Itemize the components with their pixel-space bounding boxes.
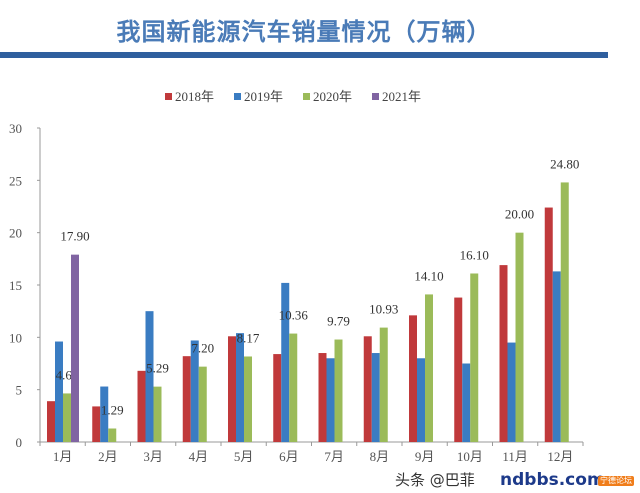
data-label: 24.80: [550, 156, 579, 171]
bar-2019年-2月: [100, 386, 109, 442]
chart-title: 我国新能源汽车销量情况（万辆）: [116, 17, 492, 46]
bar-2019年-6月: [281, 282, 290, 442]
bar-2019年-5月: [236, 333, 244, 442]
x-tick-label: 3月: [143, 449, 163, 464]
y-tick-label: 20: [9, 226, 22, 241]
x-tick-label: 10月: [457, 449, 483, 464]
bar-2020年-1月: [63, 393, 71, 442]
legend-swatch-2018年: [165, 93, 172, 100]
legend-swatch-2021年: [372, 93, 379, 100]
bar-2020年-3月: [153, 386, 162, 442]
bar-2019年-11月: [507, 342, 516, 442]
x-tick-label: 9月: [415, 449, 435, 464]
y-tick-label: 30: [9, 121, 22, 136]
y-tick-label: 10: [9, 330, 22, 345]
watermark-site: ndbbs.com: [500, 470, 605, 490]
data-label: 17.90: [60, 229, 89, 244]
bar-2020年-2月: [108, 428, 117, 442]
y-tick-label: 5: [16, 383, 23, 398]
y-tick-label: 15: [9, 278, 22, 293]
bar-2018年-7月: [318, 353, 327, 442]
bar-2018年-8月: [363, 336, 372, 442]
bar-2020年-7月: [334, 339, 343, 442]
bar-2019年-10月: [462, 363, 471, 442]
legend-label: 2021年: [382, 89, 421, 104]
data-label: 9.79: [327, 314, 350, 329]
bar-2019年-7月: [326, 358, 335, 442]
data-label: 20.00: [505, 207, 534, 222]
bar-2018年-6月: [273, 354, 282, 442]
bar-2018年-11月: [499, 265, 508, 442]
bar-2019年-1月: [55, 341, 63, 442]
data-label: 10.36: [279, 308, 309, 323]
bar-2018年-5月: [228, 336, 236, 442]
bar-2018年-12月: [544, 207, 553, 442]
data-label: 5.29: [146, 361, 169, 376]
legend-label: 2018年: [175, 89, 214, 104]
bar-2019年-3月: [145, 311, 154, 442]
bar-2019年-12月: [552, 271, 561, 442]
legend-swatch-2020年: [303, 93, 310, 100]
bar-2018年-1月: [47, 401, 55, 442]
bar-2020年-4月: [198, 366, 207, 442]
x-tick-label: 6月: [279, 449, 299, 464]
x-tick-label: 7月: [324, 449, 344, 464]
data-label: 1.29: [101, 402, 124, 417]
bar-2020年-12月: [560, 182, 569, 442]
x-tick-label: 11月: [502, 449, 528, 464]
y-tick-label: 0: [16, 435, 23, 450]
x-tick-label: 8月: [370, 449, 390, 464]
x-tick-label: 1月: [53, 449, 73, 464]
x-tick-label: 12月: [547, 449, 573, 464]
data-label: 10.93: [369, 302, 398, 317]
bar-2020年-10月: [470, 273, 479, 442]
legend-label: 2020年: [313, 89, 352, 104]
bar-2021年-1月: [71, 254, 79, 442]
y-tick-label: 25: [9, 173, 22, 188]
bar-2018年-4月: [182, 356, 191, 442]
bar-2018年-3月: [137, 370, 146, 442]
bar-2018年-9月: [409, 315, 417, 442]
legend-swatch-2019年: [234, 93, 241, 100]
bar-2020年-8月: [379, 327, 388, 442]
bar-2020年-11月: [515, 232, 524, 442]
bar-2019年-9月: [417, 358, 425, 442]
data-label: 8.17: [237, 330, 260, 345]
title-underline: [0, 52, 608, 58]
bar-2020年-6月: [289, 333, 298, 442]
data-label: 16.10: [460, 247, 489, 262]
data-label: 14.10: [414, 268, 443, 283]
watermark-source: 头条 @巴菲: [395, 471, 475, 489]
watermark-badge: 宁德论坛: [598, 476, 634, 486]
bar-2018年-10月: [454, 297, 463, 442]
bar-2018年-2月: [92, 406, 101, 442]
x-tick-label: 2月: [98, 449, 118, 464]
bar-2020年-9月: [425, 294, 433, 442]
legend-label: 2019年: [244, 89, 283, 104]
bar-2019年-8月: [371, 353, 380, 442]
x-tick-label: 5月: [234, 449, 254, 464]
bar-2020年-5月: [244, 356, 252, 442]
data-label: 7.20: [191, 341, 214, 356]
bar-2019年-4月: [190, 340, 199, 442]
x-tick-label: 4月: [189, 449, 209, 464]
